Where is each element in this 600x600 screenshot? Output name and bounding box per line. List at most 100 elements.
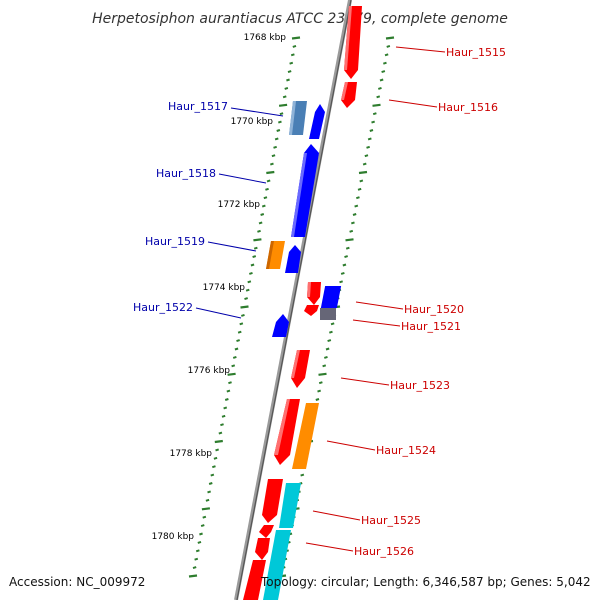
track-dash	[372, 103, 381, 107]
track-dash	[345, 246, 350, 250]
tick-label: 1772 kbp	[218, 200, 261, 210]
track-dash	[237, 330, 242, 334]
tick-label: 1776 kbp	[188, 366, 231, 376]
accession-text: Accession: NC_009972	[9, 575, 145, 589]
track-dash	[292, 44, 297, 48]
gene-label[interactable]: Haur_1517	[168, 100, 228, 113]
track-dash	[274, 137, 279, 141]
track-dash	[205, 498, 210, 502]
gene-label[interactable]: Haur_1516	[438, 101, 498, 114]
track-dash	[224, 398, 229, 401]
track-dash	[261, 204, 266, 208]
gene-haur-1526[interactable]	[243, 530, 291, 600]
track-dash	[362, 162, 367, 166]
track-dash	[249, 271, 253, 275]
track-dash	[202, 515, 207, 519]
topology-text: Topology: circular; Length: 6,346,587 bp…	[260, 575, 591, 589]
gene-haur-1515[interactable]	[344, 6, 362, 79]
gene-haur-1519[interactable]	[266, 241, 301, 273]
track-dash	[220, 423, 224, 427]
track-dash	[287, 70, 292, 74]
gene-haur-1522[interactable]	[272, 314, 289, 337]
track-dash	[367, 137, 372, 141]
gene-haur-1524[interactable]	[274, 399, 319, 469]
track-dash	[385, 36, 395, 40]
track-dash	[201, 507, 211, 511]
reverse-gene-labels: Haur_1515 Haur_1516 Haur_1520 Haur_1521 …	[354, 46, 506, 558]
track-dash	[234, 347, 239, 351]
track-dash	[200, 524, 205, 528]
track-dash	[318, 381, 323, 385]
track-dash	[192, 566, 197, 570]
gene-haur-1516[interactable]	[341, 82, 357, 108]
track-dash	[223, 406, 228, 410]
track-dash	[253, 238, 262, 242]
track-dash	[215, 448, 219, 452]
track-dash	[357, 187, 362, 191]
track-dash	[369, 129, 374, 132]
track-dash	[228, 381, 232, 385]
tick-label: 1778 kbp	[170, 449, 213, 459]
track-dash	[278, 120, 282, 124]
gene-label[interactable]: Haur_1518	[156, 167, 216, 180]
track-dash	[354, 204, 359, 208]
track-dash	[345, 238, 354, 242]
track-dash	[210, 473, 215, 477]
track-dash	[236, 339, 240, 343]
track-dash	[279, 112, 284, 116]
gene-haur-1518[interactable]	[291, 144, 319, 237]
track-dash	[195, 549, 200, 553]
track-dash	[231, 364, 236, 368]
track-dash	[289, 61, 294, 65]
track-dash	[221, 414, 226, 418]
gene-haur-1521[interactable]	[320, 286, 342, 320]
track-dash	[291, 36, 301, 40]
track-dash	[379, 78, 384, 82]
gene-haur-1520[interactable]	[307, 282, 321, 305]
gene-haur-1525[interactable]	[259, 479, 301, 538]
gene-label[interactable]: Haur_1523	[390, 379, 450, 392]
track-dash	[253, 246, 258, 250]
track-dash	[260, 213, 265, 216]
track-dash	[218, 431, 223, 435]
gene-label[interactable]: Haur_1521	[401, 320, 461, 333]
track-dash	[271, 154, 276, 158]
track-dash	[330, 322, 335, 326]
track-dash	[351, 221, 355, 225]
track-dash	[265, 187, 269, 191]
gene-label[interactable]: Haur_1519	[145, 235, 205, 248]
tick-label: 1780 kbp	[152, 532, 195, 542]
track-dash	[329, 330, 333, 334]
gene-haur-1517[interactable]	[289, 101, 325, 139]
track-dash	[247, 280, 252, 284]
track-dash	[263, 196, 268, 200]
track-dash	[340, 271, 345, 275]
track-dash	[383, 61, 387, 65]
track-dash	[327, 339, 332, 343]
track-dash	[240, 305, 249, 309]
track-dash	[376, 95, 381, 99]
tick-label: 1774 kbp	[203, 283, 246, 293]
track-dash	[358, 170, 368, 175]
gene-label[interactable]: Haur_1524	[376, 444, 436, 457]
track-dash	[270, 162, 274, 166]
gene-features	[243, 6, 362, 600]
track-dash	[300, 473, 305, 477]
track-dash	[278, 103, 288, 107]
gene-label[interactable]: Haur_1515	[446, 46, 506, 59]
label-leaders	[195, 46, 446, 552]
genome-backbone-shade	[236, 0, 352, 600]
track-dash	[342, 263, 347, 267]
track-dash	[359, 179, 364, 183]
track-dash	[349, 229, 354, 233]
gene-label[interactable]: Haur_1525	[361, 514, 421, 527]
track-dash	[226, 389, 231, 393]
gene-label[interactable]: Haur_1520	[404, 303, 464, 316]
tick-label: 1768 kbp	[244, 33, 287, 43]
gene-haur-1523[interactable]	[291, 350, 310, 388]
gene-label[interactable]: Haur_1522	[133, 301, 193, 314]
track-dash	[381, 70, 386, 74]
gene-label[interactable]: Haur_1526	[354, 545, 414, 558]
track-dash	[286, 78, 290, 82]
gene-haur-1520b[interactable]	[304, 305, 319, 316]
